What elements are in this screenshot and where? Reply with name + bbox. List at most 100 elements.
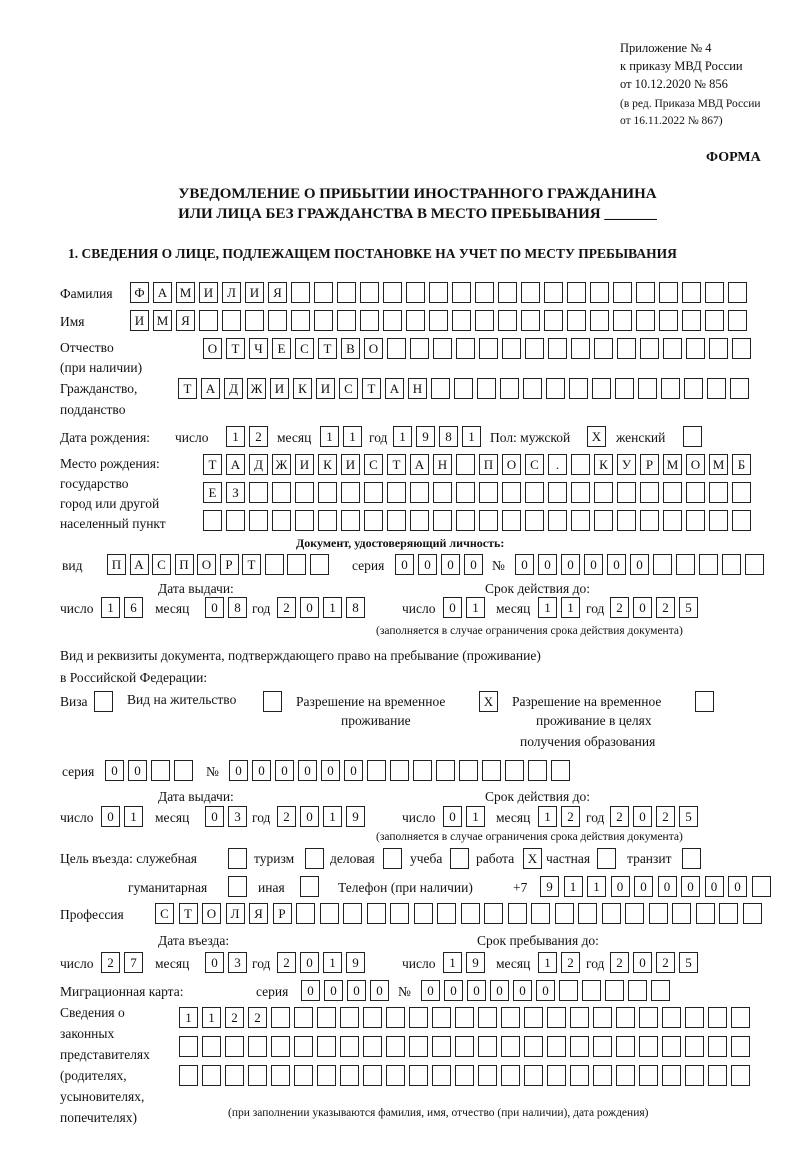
char-cell[interactable]: 0	[467, 980, 486, 1001]
char-cell[interactable]: 0	[441, 554, 460, 575]
char-cell[interactable]: 0	[634, 876, 653, 897]
char-cell[interactable]	[431, 378, 450, 399]
char-cell[interactable]	[295, 510, 314, 531]
char-cell[interactable]: Р	[640, 454, 659, 475]
char-cell[interactable]	[318, 510, 337, 531]
char-cell[interactable]	[590, 282, 609, 303]
char-cell[interactable]: 2	[656, 597, 675, 618]
char-cell[interactable]: 8	[228, 597, 247, 618]
char-cell[interactable]	[249, 482, 268, 503]
char-cell[interactable]: 1	[323, 597, 342, 618]
char-cell[interactable]: О	[203, 338, 222, 359]
char-cell[interactable]	[639, 1007, 658, 1028]
reps-cells-row3[interactable]	[179, 1065, 750, 1086]
char-cell[interactable]	[406, 282, 425, 303]
char-cell[interactable]	[528, 760, 547, 781]
char-cell[interactable]	[567, 310, 586, 331]
char-cell[interactable]	[433, 510, 452, 531]
char-cell[interactable]: М	[663, 454, 682, 475]
char-cell[interactable]	[360, 282, 379, 303]
char-cell[interactable]	[456, 454, 475, 475]
char-cell[interactable]	[433, 338, 452, 359]
char-cell[interactable]	[559, 980, 578, 1001]
char-cell[interactable]: 0	[633, 806, 652, 827]
char-cell[interactable]	[413, 903, 433, 924]
char-cell[interactable]	[456, 338, 475, 359]
char-cell[interactable]: О	[364, 338, 383, 359]
char-cell[interactable]: 0	[324, 980, 343, 1001]
char-cell[interactable]: 0	[513, 980, 532, 1001]
char-cell[interactable]	[708, 1065, 727, 1086]
char-cell[interactable]: 0	[205, 806, 224, 827]
char-cell[interactable]	[271, 1036, 290, 1057]
char-cell[interactable]: Я	[268, 282, 287, 303]
char-cell[interactable]	[387, 482, 406, 503]
char-cell[interactable]	[363, 1036, 382, 1057]
char-cell[interactable]: 9	[466, 952, 485, 973]
char-cell[interactable]: С	[525, 454, 544, 475]
char-cell[interactable]	[291, 310, 310, 331]
char-cell[interactable]	[432, 1036, 451, 1057]
char-cell[interactable]: С	[364, 454, 383, 475]
char-cell[interactable]	[567, 282, 586, 303]
char-cell[interactable]	[225, 1036, 244, 1057]
char-cell[interactable]	[653, 554, 672, 575]
char-cell[interactable]: 3	[228, 806, 247, 827]
char-cell[interactable]	[639, 1036, 658, 1057]
char-cell[interactable]: 0	[101, 806, 120, 827]
char-cell[interactable]	[475, 282, 494, 303]
female-checkbox[interactable]	[683, 426, 702, 447]
char-cell[interactable]: 0	[515, 554, 534, 575]
char-cell[interactable]	[728, 282, 747, 303]
char-cell[interactable]	[317, 1065, 336, 1086]
char-cell[interactable]	[551, 760, 570, 781]
char-cell[interactable]: 0	[344, 760, 363, 781]
char-cell[interactable]: О	[197, 554, 216, 575]
char-cell[interactable]	[636, 282, 655, 303]
purpose-humanitarian-checkbox[interactable]	[228, 876, 247, 897]
char-cell[interactable]	[663, 338, 682, 359]
char-cell[interactable]: 1	[323, 806, 342, 827]
purpose-tourism-checkbox[interactable]	[305, 848, 324, 869]
char-cell[interactable]	[570, 1007, 589, 1028]
purpose-work-checkbox[interactable]: X	[523, 848, 542, 869]
char-cell[interactable]: Т	[226, 338, 245, 359]
char-cell[interactable]: С	[152, 554, 171, 575]
char-cell[interactable]	[386, 1007, 405, 1028]
char-cell[interactable]: 0	[607, 554, 626, 575]
reps-cells-row2[interactable]	[179, 1036, 750, 1057]
char-cell[interactable]	[363, 1065, 382, 1086]
char-cell[interactable]: Т	[242, 554, 261, 575]
char-cell[interactable]	[524, 1065, 543, 1086]
char-cell[interactable]	[245, 310, 264, 331]
char-cell[interactable]	[544, 310, 563, 331]
char-cell[interactable]	[613, 282, 632, 303]
char-cell[interactable]: .	[548, 454, 567, 475]
char-cell[interactable]: 0	[657, 876, 677, 897]
char-cell[interactable]	[390, 903, 409, 924]
char-cell[interactable]	[531, 903, 550, 924]
char-cell[interactable]: 0	[421, 980, 440, 1001]
char-cell[interactable]	[203, 510, 222, 531]
char-cell[interactable]: 1	[462, 426, 481, 447]
char-cell[interactable]	[366, 903, 386, 924]
char-cell[interactable]: 0	[584, 554, 603, 575]
char-cell[interactable]	[569, 378, 588, 399]
char-cell[interactable]	[662, 1007, 681, 1028]
char-cell[interactable]	[294, 1007, 313, 1028]
char-cell[interactable]	[484, 903, 503, 924]
char-cell[interactable]: О	[502, 454, 521, 475]
char-cell[interactable]: И	[199, 282, 218, 303]
char-cell[interactable]: 0	[300, 597, 319, 618]
char-cell[interactable]	[594, 482, 613, 503]
char-cell[interactable]: 9	[346, 806, 365, 827]
char-cell[interactable]	[179, 1065, 198, 1086]
